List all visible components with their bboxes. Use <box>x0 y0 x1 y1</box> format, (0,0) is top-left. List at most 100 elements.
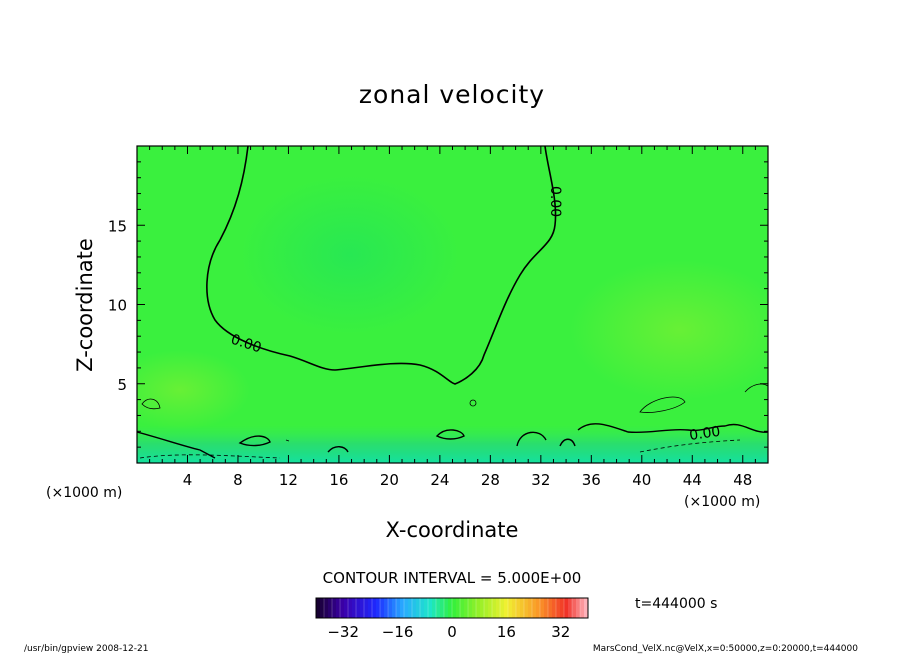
colorbar-cell <box>484 598 489 618</box>
colorbar-cell <box>444 598 449 618</box>
colorbar-cell <box>536 598 541 618</box>
colorbar-cell <box>544 598 549 618</box>
x-axis-ticks: 4 8 12 16 20 24 28 32 36 40 44 48 <box>149 146 756 489</box>
colorbar-frame <box>315 597 589 619</box>
colorbar-cell <box>360 598 365 618</box>
colorbar-cell <box>556 598 561 618</box>
colorbar-cell <box>492 598 497 618</box>
colorbar-cell <box>564 598 569 618</box>
dashed-contour <box>139 439 741 459</box>
colorbar-cell <box>576 598 581 618</box>
colorbar-cell <box>432 598 437 618</box>
surface-layer <box>137 425 768 463</box>
colorbar-cell <box>332 598 337 618</box>
colorbar-cell <box>488 598 493 618</box>
colorbar-cell <box>412 598 417 618</box>
weak-positive-region <box>570 260 768 400</box>
colorbar-cell <box>520 598 525 618</box>
contour-label-surface: 0.00 <box>688 424 721 444</box>
colorbar-cell <box>540 598 545 618</box>
colorbar-cell <box>436 598 441 618</box>
colorbar-cell <box>316 598 321 618</box>
contour-interval: CONTOUR INTERVAL = 5.000E+00 <box>323 569 582 587</box>
colorbar-cell <box>392 598 397 618</box>
colorbar-cell <box>532 598 537 618</box>
x-unit-left: (×1000 m) <box>46 485 122 501</box>
colorbar-tick-label: −16 <box>382 623 414 641</box>
colorbar-cell <box>400 598 405 618</box>
y-tick-label: 5 <box>117 376 127 394</box>
colorbar-cell <box>396 598 401 618</box>
x-tick-label: 20 <box>380 471 399 489</box>
zero-contour-upper <box>206 146 557 385</box>
colorbar-cell <box>472 598 477 618</box>
x-tick-label: 36 <box>582 471 601 489</box>
weak-negative-region <box>240 175 460 335</box>
colorbar-cell <box>496 598 501 618</box>
time-label: t=444000 s <box>635 596 717 612</box>
colorbar-cell <box>324 598 329 618</box>
colorbar-cell <box>368 598 373 618</box>
x-tick-label: 44 <box>683 471 702 489</box>
colorbar-cell <box>320 598 325 618</box>
y-axis-ticks: 5 10 15 <box>108 161 768 448</box>
colorbar-tick-label: 32 <box>551 623 570 641</box>
colorbar-cell <box>548 598 553 618</box>
colorbar-cell <box>580 598 585 618</box>
colorbar-cell <box>380 598 385 618</box>
x-tick-label: 28 <box>481 471 500 489</box>
colorbar-cell <box>584 598 589 618</box>
colorbar-cell <box>508 598 513 618</box>
colorbar-cell <box>468 598 473 618</box>
colorbar-cell <box>456 598 461 618</box>
x-tick-label: 8 <box>233 471 243 489</box>
colorbar <box>315 598 589 618</box>
positive-contour <box>141 383 768 442</box>
colorbar-cell <box>460 598 465 618</box>
colorbar-cell <box>404 598 409 618</box>
colorbar-cell <box>364 598 369 618</box>
colorbar-cell <box>372 598 377 618</box>
colorbar-cell <box>572 598 577 618</box>
colorbar-ticks: −32 −16 0 16 32 <box>327 623 570 641</box>
colorbar-cell <box>528 598 533 618</box>
colorbar-cell <box>344 598 349 618</box>
colorbar-cell <box>328 598 333 618</box>
colorbar-cell <box>352 598 357 618</box>
colorbar-cell <box>416 598 421 618</box>
colorbar-cell <box>428 598 433 618</box>
colorbar-cell <box>504 598 509 618</box>
y-axis-label: Z-coordinate <box>73 238 97 372</box>
x-tick-label: 40 <box>632 471 651 489</box>
colorbar-cell <box>552 598 557 618</box>
x-tick-label: 32 <box>531 471 550 489</box>
colorbar-cell <box>408 598 413 618</box>
plot-area <box>137 146 768 463</box>
contour-label-top: 0.00 <box>547 186 563 217</box>
colorbar-cell <box>356 598 361 618</box>
x-axis-label: X-coordinate <box>386 518 519 542</box>
colorbar-cell <box>376 598 381 618</box>
x-tick-label: 48 <box>733 471 752 489</box>
colorbar-tick-label: 16 <box>497 623 516 641</box>
zero-contour-surface <box>137 423 768 459</box>
colorbar-cell <box>348 598 353 618</box>
y-tick-label: 15 <box>108 217 127 235</box>
x-tick-label: 16 <box>329 471 348 489</box>
colorbar-cell <box>524 598 529 618</box>
footer-right: MarsCond_VelX.nc@VelX,x=0:50000,z=0:2000… <box>593 644 858 654</box>
chart-title: zonal velocity <box>359 80 545 109</box>
colorbar-cell <box>384 598 389 618</box>
colorbar-cell <box>560 598 565 618</box>
x-tick-label: 4 <box>183 471 193 489</box>
colorbar-cell <box>512 598 517 618</box>
x-unit-right: (×1000 m) <box>684 494 760 510</box>
colorbar-tick-label: 0 <box>447 623 457 641</box>
x-tick-label: 12 <box>279 471 298 489</box>
colorbar-cell <box>568 598 573 618</box>
x-tick-label: 24 <box>430 471 449 489</box>
colorbar-cell <box>340 598 345 618</box>
colorbar-cell <box>420 598 425 618</box>
colorbar-cell <box>500 598 505 618</box>
